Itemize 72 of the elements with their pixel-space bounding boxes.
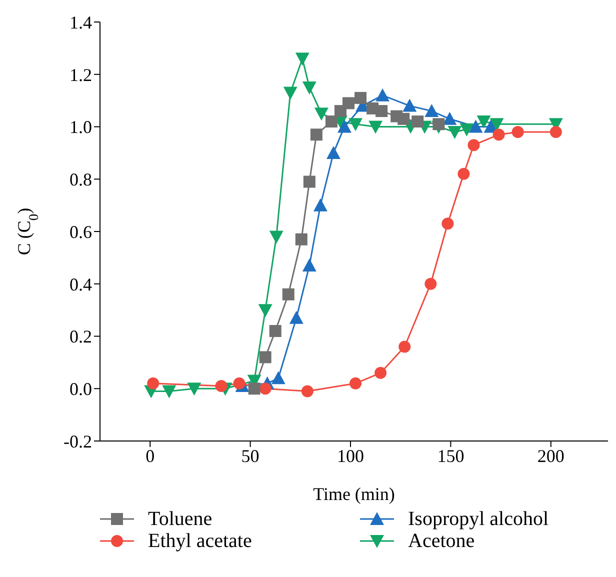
x-axis-title: Time (min) (313, 484, 395, 504)
point (313, 198, 328, 212)
point (215, 380, 228, 392)
point (412, 116, 424, 128)
point (337, 120, 352, 133)
point (468, 139, 480, 152)
point (314, 108, 328, 121)
point (550, 126, 562, 138)
y-tick-label: 0.6 (70, 222, 92, 242)
point (302, 258, 316, 272)
point (302, 81, 316, 94)
point (295, 52, 310, 66)
point (282, 288, 294, 300)
legend-label: Toluene (148, 508, 212, 530)
point (325, 116, 338, 128)
point (301, 385, 314, 398)
point (424, 104, 439, 118)
point (289, 310, 304, 324)
point (258, 304, 272, 318)
point (233, 377, 246, 390)
point (442, 218, 454, 230)
point (374, 366, 387, 379)
legend-label: Ethyl acetate (148, 530, 252, 552)
y-tick-label: 0.0 (70, 379, 92, 400)
point (512, 126, 524, 138)
point (350, 377, 362, 390)
point (398, 112, 410, 125)
point (354, 92, 367, 104)
x-tick-label: 50 (241, 446, 260, 466)
point (402, 98, 417, 112)
point (348, 118, 363, 132)
y-tick-label: 0.2 (70, 326, 92, 347)
point (269, 325, 282, 338)
y-tick-label: 1.0 (70, 117, 92, 138)
y-tick-label: 1.2 (70, 64, 92, 85)
y-tick-label: 1.4 (70, 12, 92, 32)
point (424, 278, 437, 290)
point (259, 351, 272, 364)
x-tick-label: 100 (336, 446, 364, 466)
point (368, 120, 383, 134)
y-tick-label: -0.2 (64, 431, 92, 452)
point (259, 382, 272, 395)
point (187, 382, 202, 396)
point (376, 88, 390, 102)
point (460, 123, 474, 136)
point (295, 233, 308, 246)
point (468, 120, 483, 133)
y-tick-label: 0.4 (70, 274, 92, 294)
point (476, 116, 491, 129)
point (376, 105, 388, 118)
point (269, 230, 284, 244)
y-tick-label: 0.8 (70, 170, 92, 190)
x-tick-label: 0 (146, 446, 155, 466)
point (342, 97, 354, 110)
point (283, 86, 298, 100)
point (147, 377, 160, 390)
x-tick-label: 150 (437, 446, 464, 466)
point (492, 128, 505, 141)
point (248, 382, 260, 395)
point (448, 126, 462, 139)
point (490, 118, 504, 132)
x-tick-label: 200 (537, 446, 564, 466)
point (458, 168, 470, 180)
legend-label: Acetone (408, 530, 475, 552)
point (442, 112, 457, 125)
point (271, 371, 286, 384)
point (162, 385, 176, 398)
point (303, 176, 316, 188)
point (326, 146, 340, 159)
point (310, 128, 322, 141)
point (398, 340, 411, 353)
legend-label: Isopropyl alcohol (408, 508, 549, 530)
